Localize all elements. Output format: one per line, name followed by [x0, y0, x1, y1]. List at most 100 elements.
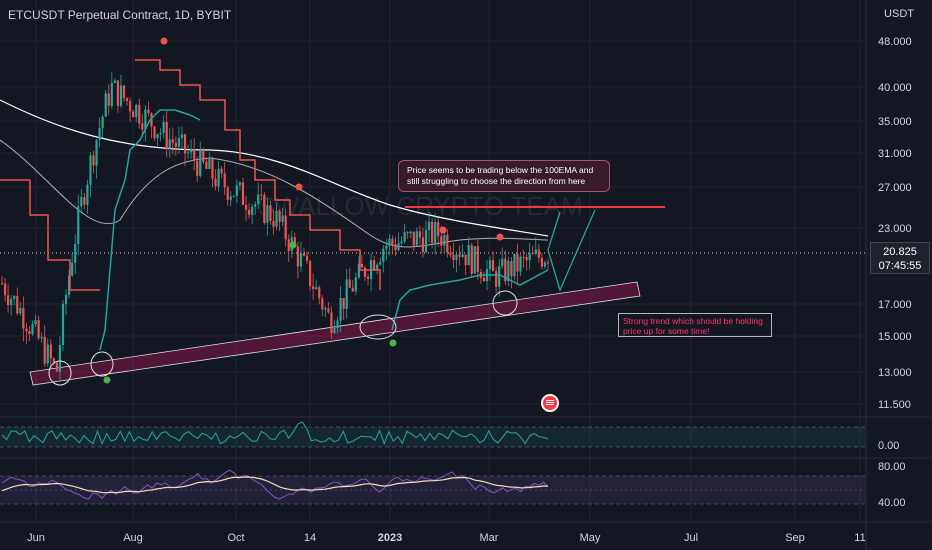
candle [427, 221, 431, 231]
time-tick: 14 [304, 532, 316, 544]
candle [461, 254, 464, 258]
time-tick: 11 [854, 532, 865, 544]
candle [540, 257, 543, 267]
candle [351, 287, 354, 292]
candle [202, 149, 205, 162]
pivot-high-marker [439, 226, 447, 234]
touch-circle [359, 314, 397, 340]
candle [546, 262, 550, 264]
candle [196, 160, 199, 176]
candle [159, 132, 162, 135]
candle [49, 344, 52, 359]
candle [92, 155, 95, 166]
candle [501, 258, 504, 267]
candle [98, 127, 101, 140]
candle [397, 243, 400, 251]
candle [467, 245, 470, 266]
candle [284, 215, 287, 240]
rsi-ma-line [1, 476, 549, 494]
candle [293, 237, 296, 247]
candle [162, 122, 165, 133]
candle [308, 260, 312, 287]
candle [129, 100, 132, 112]
time-tick: Jul [684, 532, 698, 544]
candle [516, 253, 519, 272]
candle [312, 286, 315, 290]
candle [315, 287, 318, 290]
candle [507, 260, 510, 282]
candle [528, 253, 531, 261]
touch-circle [492, 290, 518, 316]
candle [89, 155, 92, 185]
candle [43, 336, 46, 364]
touch-circle [90, 351, 114, 377]
candle [58, 345, 62, 372]
candle [116, 80, 120, 106]
candle [34, 320, 37, 325]
price-tick: 13.000 [878, 367, 912, 379]
indicator1-tick: 0.00 [878, 440, 899, 452]
pivot-high-marker [496, 233, 504, 241]
chart-title: ETCUSDT Perpetual Contract, 1D, BYBIT [8, 8, 232, 22]
candle [473, 246, 476, 274]
candle [345, 279, 348, 309]
us-flag-icon[interactable] [541, 394, 559, 412]
candle [296, 246, 299, 267]
pivot-low-marker [289, 241, 297, 249]
candle [366, 276, 370, 279]
candle [101, 116, 104, 128]
candle [74, 243, 77, 263]
trend-annotation[interactable]: Strong trend which should be holding pri… [618, 313, 772, 337]
candle [83, 197, 86, 205]
candle [287, 239, 290, 252]
price-tick: 27.000 [878, 182, 912, 194]
candle [525, 257, 528, 261]
candle [278, 210, 281, 222]
candle [382, 248, 385, 262]
candle [336, 320, 339, 329]
candle [430, 221, 434, 244]
candle [241, 182, 245, 205]
candle [400, 241, 403, 244]
candle [110, 82, 113, 106]
candle [263, 194, 266, 223]
candle [193, 149, 196, 161]
candle [171, 139, 174, 143]
candle [80, 197, 83, 207]
candle [135, 104, 138, 118]
candle [418, 231, 421, 238]
candle [388, 238, 391, 246]
price-tick: 40.000 [878, 82, 912, 94]
candle [220, 168, 223, 174]
candle [168, 139, 171, 149]
candle [302, 253, 306, 256]
candle [104, 93, 107, 117]
candle [153, 126, 156, 139]
price-tick: 48.000 [878, 36, 912, 48]
candle [403, 232, 406, 242]
candle [214, 178, 217, 187]
supertrend-down [0, 59, 381, 291]
candle [119, 85, 123, 106]
ema-annotation[interactable]: Price seems to be trading below the 100E… [398, 160, 610, 192]
projection-path [547, 209, 596, 292]
candle [180, 134, 184, 138]
price-axis-unit[interactable]: USDT [884, 8, 914, 20]
candles [0, 72, 550, 380]
candle [443, 234, 446, 246]
ema-100-line [0, 99, 549, 237]
candle [125, 98, 129, 101]
price-tick: 11.500 [878, 399, 911, 411]
candle [412, 231, 415, 246]
candle [534, 249, 537, 254]
candle [107, 93, 110, 106]
candle [458, 254, 461, 258]
candle [217, 168, 220, 187]
indicator1-line [1, 421, 549, 446]
candle [446, 234, 449, 253]
candle [272, 220, 275, 227]
candle [260, 194, 263, 196]
candle [28, 331, 31, 335]
price-tick: 23.000 [878, 223, 912, 235]
